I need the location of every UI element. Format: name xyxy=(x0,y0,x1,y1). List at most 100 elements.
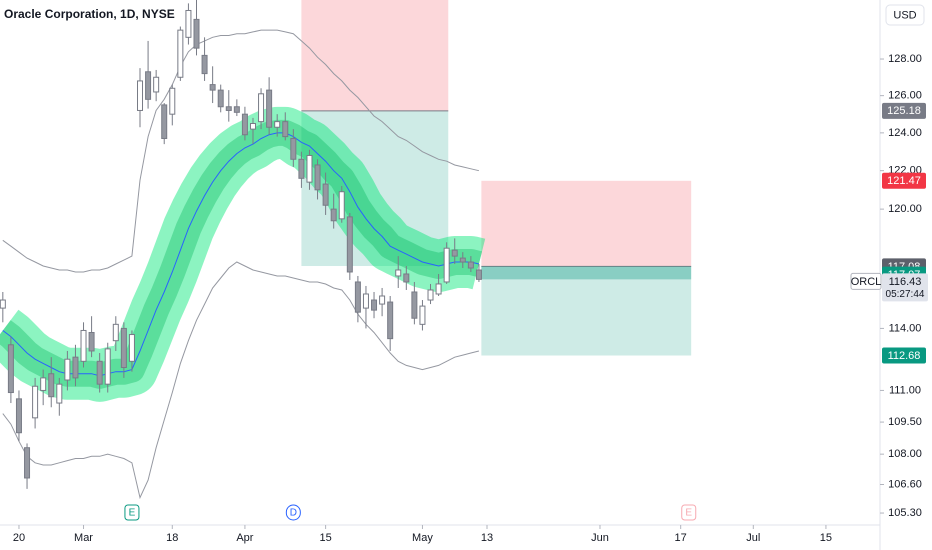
symbol-label: ORCL xyxy=(851,276,882,288)
candle-body xyxy=(249,123,256,130)
event-label: E xyxy=(685,508,692,519)
candle-body xyxy=(7,344,14,394)
x-tick-label: 15 xyxy=(319,532,331,544)
candle-body xyxy=(56,383,63,404)
x-tick-label: Mar xyxy=(74,532,93,544)
candle-body xyxy=(411,291,418,319)
price-label-box xyxy=(882,172,926,189)
candle-body xyxy=(24,447,31,479)
candle-body xyxy=(387,301,394,340)
plot-area xyxy=(0,0,692,500)
price-label-box xyxy=(882,347,926,364)
candle-body xyxy=(266,89,273,128)
x-tick-label: 17 xyxy=(675,532,687,544)
candle-body xyxy=(193,18,200,49)
price-label: 125.18 xyxy=(887,105,921,117)
candle-body xyxy=(274,121,281,128)
candle-body xyxy=(153,76,160,93)
candle-body xyxy=(104,348,111,385)
indicator-line xyxy=(2,261,480,500)
candle-body xyxy=(137,80,144,111)
candle-body xyxy=(96,360,103,385)
target-zone xyxy=(481,266,692,356)
price-label-box xyxy=(882,102,926,119)
indicator-line xyxy=(2,29,480,273)
y-tick-label: 114.00 xyxy=(889,322,922,334)
price-label: 121.47 xyxy=(887,175,921,187)
x-tick-label: 13 xyxy=(481,532,493,544)
candle-body xyxy=(80,329,87,362)
y-tick-label: 108.00 xyxy=(888,448,922,460)
currency[interactable]: USD xyxy=(893,9,916,21)
candle-body xyxy=(201,54,208,75)
candle-body xyxy=(145,71,152,100)
countdown: 05:27:44 xyxy=(886,289,925,300)
candle-body xyxy=(322,183,329,206)
candle-body xyxy=(48,373,55,398)
candle-body xyxy=(0,299,6,309)
candle-body xyxy=(403,273,410,283)
candle-body xyxy=(88,331,95,352)
event-label: E xyxy=(129,508,136,519)
candle-body xyxy=(282,121,289,138)
candle-body xyxy=(258,93,265,123)
x-tick-label: Jul xyxy=(746,532,760,544)
y-tick-label: 111.00 xyxy=(889,384,921,396)
candle-body xyxy=(338,191,345,220)
candle-body xyxy=(185,9,192,38)
candle-body xyxy=(225,106,232,111)
candle-body xyxy=(467,261,474,269)
y-tick-label: 124.00 xyxy=(888,127,922,139)
candle-body xyxy=(379,295,386,305)
y-tick-label: 109.50 xyxy=(888,416,922,428)
x-tick-label: 20 xyxy=(13,532,25,544)
symbol-box xyxy=(850,272,882,290)
candle-body xyxy=(169,87,176,115)
event-label: D xyxy=(290,508,297,519)
candle-body xyxy=(395,269,402,277)
candle-body xyxy=(298,158,305,179)
x-tick-label: 18 xyxy=(166,532,178,544)
candle-body xyxy=(362,293,369,309)
candle-body xyxy=(177,29,184,78)
last-price-box xyxy=(882,273,928,302)
candle-body xyxy=(32,385,39,419)
event-marker[interactable] xyxy=(681,504,697,521)
candle-body xyxy=(330,208,337,222)
candle-body xyxy=(209,84,216,91)
candle-body xyxy=(419,305,426,325)
candle-body xyxy=(241,113,248,136)
price-label: 112.68 xyxy=(888,350,921,362)
chart-title: Oracle Corporation, 1D, NYSE xyxy=(4,7,175,21)
x-tick-label: Jun xyxy=(591,532,609,544)
stop-zone xyxy=(481,180,692,267)
candle-body xyxy=(354,281,361,313)
y-tick-label: 120.00 xyxy=(888,203,922,215)
candle-body xyxy=(435,283,442,295)
candle-body xyxy=(72,356,79,379)
y-tick-label: 126.00 xyxy=(888,90,922,102)
y-tick-label: 105.30 xyxy=(888,507,922,519)
candle-body xyxy=(306,154,313,183)
candle-body xyxy=(451,249,458,257)
event-marker[interactable] xyxy=(124,504,140,521)
candle-body xyxy=(161,104,168,139)
currency-box[interactable] xyxy=(885,4,925,26)
candle-body xyxy=(40,377,47,391)
last-price: 116.43 xyxy=(889,276,922,288)
y-tick-label: 128.00 xyxy=(888,53,922,65)
axes: E D E128.00126.00124.00122.00120.00114.001… xyxy=(13,53,928,544)
candle-body xyxy=(120,327,127,369)
x-tick-label: 15 xyxy=(820,532,832,544)
stop-zone xyxy=(301,0,449,111)
x-tick-label: May xyxy=(412,532,433,544)
indicator-line xyxy=(2,132,480,377)
candle-body xyxy=(112,323,119,342)
candle-body xyxy=(427,289,434,301)
candle-body xyxy=(314,164,321,191)
candle-body xyxy=(443,247,450,283)
candle-body xyxy=(233,106,240,113)
event-marker[interactable] xyxy=(285,504,301,521)
candle-body xyxy=(475,269,482,280)
candle-body xyxy=(290,137,297,160)
